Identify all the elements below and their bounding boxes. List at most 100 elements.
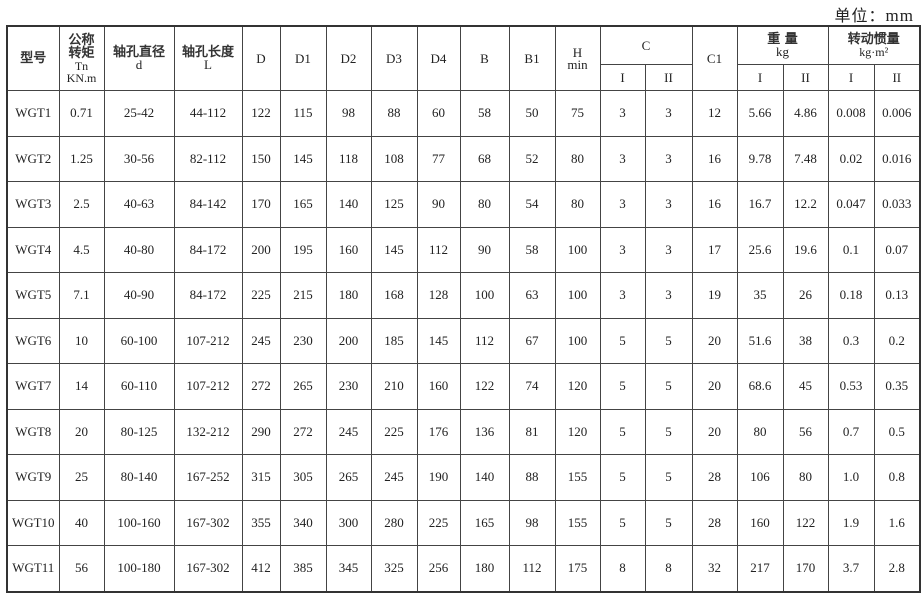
- table-cell: 210: [370, 363, 418, 410]
- table-cell: 136: [459, 408, 510, 455]
- table-cell: 0.18: [827, 272, 875, 319]
- table-cell: 106: [736, 454, 784, 501]
- table-cell: 122: [782, 499, 829, 546]
- table-cell: 265: [279, 363, 327, 410]
- table-cell: 122: [241, 90, 281, 137]
- table-cell: 145: [279, 135, 327, 182]
- table-cell: 3.7: [827, 545, 875, 592]
- table-cell: 45: [782, 363, 829, 410]
- table-cell: 100-180: [103, 545, 175, 592]
- header-bore-diameter: 轴孔直径 d: [103, 25, 175, 91]
- table-row: WGT3 2.5 40-63 84-142 170 165 140 125 90 80 54 80 3 3…: [6, 181, 921, 228]
- table-row: WGT7 14 60-110 107-212 272 265 230 210 160 122 74 1…: [6, 363, 921, 410]
- table-cell: 16: [691, 135, 738, 182]
- table-cell: 80-125: [103, 408, 175, 455]
- table-cell: 0.006: [873, 90, 921, 137]
- header-D2: D2: [325, 25, 372, 91]
- table-cell: 3: [644, 226, 693, 273]
- table-cell: 215: [279, 272, 327, 319]
- table-cell: 176: [416, 408, 461, 455]
- table-cell: 230: [325, 363, 372, 410]
- table-cell: 167-302: [173, 499, 243, 546]
- table-row: WGT11 56 100-180 167-302 412 385 345 325 256 180 1…: [6, 545, 921, 592]
- table-cell: 165: [279, 181, 327, 228]
- table-cell: 63: [508, 272, 556, 319]
- table-cell: 345: [325, 545, 372, 592]
- table-cell: 125: [370, 181, 418, 228]
- model-cell: WGT2: [6, 135, 60, 182]
- table-cell: 112: [416, 226, 461, 273]
- table-cell: 107-212: [173, 317, 243, 364]
- table-cell: 217: [736, 545, 784, 592]
- table-cell: 5: [644, 499, 693, 546]
- table-cell: 1.0: [827, 454, 875, 501]
- table-cell: 325: [370, 545, 418, 592]
- table-cell: 1.6: [873, 499, 921, 546]
- table-cell: 290: [241, 408, 281, 455]
- table-cell: 16: [691, 181, 738, 228]
- table-cell: 98: [325, 90, 372, 137]
- table-cell: 180: [325, 272, 372, 319]
- table-cell: 256: [416, 545, 461, 592]
- table-cell: 3: [644, 181, 693, 228]
- header-D3: D3: [370, 25, 418, 91]
- table-row: WGT4 4.5 40-80 84-172 200 195 160 145 112 90 58 100…: [6, 226, 921, 273]
- header-weight: 重 量 kg: [736, 25, 829, 65]
- table-cell: 88: [508, 454, 556, 501]
- header-C-I: I: [599, 64, 646, 91]
- table-row: WGT1 0.71 25-42 44-112 122 115 98 88 60 58 50 75 3 3 1…: [6, 90, 921, 137]
- table-cell: 165: [459, 499, 510, 546]
- table-cell: 25.6: [736, 226, 784, 273]
- table-cell: 58: [459, 90, 510, 137]
- table-cell: 5: [599, 499, 646, 546]
- table-cell: 100: [554, 226, 601, 273]
- table-cell: 5.66: [736, 90, 784, 137]
- table-cell: 412: [241, 545, 281, 592]
- header-D1: D1: [279, 25, 327, 91]
- table-cell: 180: [459, 545, 510, 592]
- table-cell: 68.6: [736, 363, 784, 410]
- table-body: WGT1 0.71 25-42 44-112 122 115 98 88 60 58 50 75 3 3 1…: [6, 90, 921, 592]
- table-cell: 185: [370, 317, 418, 364]
- model-cell: WGT10: [6, 499, 60, 546]
- table-cell: 17: [691, 226, 738, 273]
- table-cell: 40-63: [103, 181, 175, 228]
- table-cell: 265: [325, 454, 372, 501]
- table-cell: 2.8: [873, 545, 921, 592]
- table-cell: 245: [370, 454, 418, 501]
- table-cell: 52: [508, 135, 556, 182]
- table-cell: 300: [325, 499, 372, 546]
- table-cell: 10: [58, 317, 105, 364]
- table-cell: 90: [459, 226, 510, 273]
- table-cell: 25: [58, 454, 105, 501]
- table-cell: 100: [459, 272, 510, 319]
- table-cell: 3: [599, 90, 646, 137]
- table-cell: 40-90: [103, 272, 175, 319]
- unit-note: 单位：mm: [835, 2, 914, 26]
- header-inertia-II: II: [873, 64, 921, 91]
- header-inertia: 转动惯量 kg·m²: [827, 25, 921, 65]
- table-cell: 90: [416, 181, 461, 228]
- table-cell: 19.6: [782, 226, 829, 273]
- table-cell: 145: [370, 226, 418, 273]
- table-cell: 0.71: [58, 90, 105, 137]
- table-cell: 140: [459, 454, 510, 501]
- table-cell: 58: [508, 226, 556, 273]
- table-cell: 8: [644, 545, 693, 592]
- table-cell: 60-100: [103, 317, 175, 364]
- table-cell: 225: [241, 272, 281, 319]
- header-C-II: II: [644, 64, 693, 91]
- table-cell: 355: [241, 499, 281, 546]
- table-row: WGT6 10 60-100 107-212 245 230 200 185 145 112 67 1…: [6, 317, 921, 364]
- table-cell: 56: [58, 545, 105, 592]
- table-cell: 40-80: [103, 226, 175, 273]
- table-cell: 28: [691, 454, 738, 501]
- table-cell: 160: [416, 363, 461, 410]
- table-cell: 0.13: [873, 272, 921, 319]
- table-cell: 5: [599, 454, 646, 501]
- table-cell: 14: [58, 363, 105, 410]
- table-cell: 60-110: [103, 363, 175, 410]
- table-cell: 170: [241, 181, 281, 228]
- table-cell: 30-56: [103, 135, 175, 182]
